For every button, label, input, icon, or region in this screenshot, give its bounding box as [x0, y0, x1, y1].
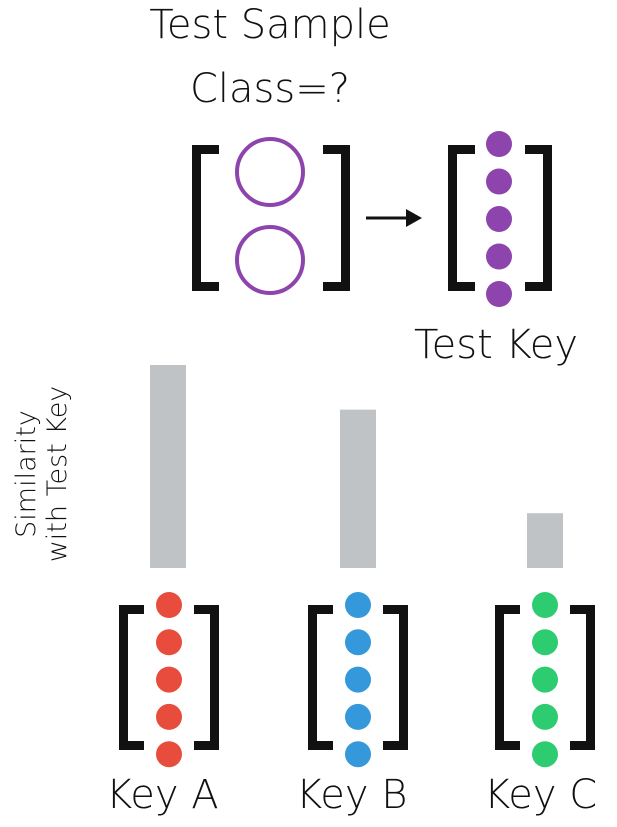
key-b-dot — [345, 629, 371, 656]
key-b-dot — [345, 703, 371, 730]
test-key-left-bracket — [448, 145, 475, 291]
key-b-label: Key B — [296, 772, 408, 818]
key-a-left-bracket — [119, 605, 144, 750]
test-key-dot — [486, 206, 512, 232]
sample-circle — [235, 225, 305, 295]
key-b-left-bracket — [308, 605, 333, 750]
sample-left-bracket — [192, 145, 219, 291]
sample-right-bracket — [323, 145, 350, 291]
key-b-dot — [345, 741, 371, 768]
arrow-icon — [366, 209, 422, 227]
key-a-right-bracket — [194, 605, 219, 750]
similarity-bar — [340, 409, 376, 568]
key-c-dot — [532, 703, 558, 730]
key-a-dot — [156, 666, 182, 693]
key-a-dot — [156, 592, 182, 618]
test-key-dot — [486, 131, 512, 157]
key-a-dot — [156, 703, 182, 730]
key-c-vector — [495, 592, 595, 768]
key-b-vector — [308, 592, 408, 768]
title: Test Sample — [149, 2, 391, 48]
key-a-vector — [119, 592, 219, 768]
key-c-left-bracket — [495, 605, 520, 750]
test-key-dot — [486, 281, 512, 307]
key-b-right-bracket — [383, 605, 408, 750]
key-vectors — [119, 592, 595, 768]
sample-circle — [235, 137, 305, 207]
key-b-dot — [345, 666, 371, 693]
subtitle: Class=? — [190, 66, 350, 112]
test-key-dot — [486, 243, 512, 270]
key-c-dot — [532, 629, 558, 656]
test-key-vector — [448, 131, 552, 307]
test-sample-vector — [192, 137, 350, 295]
test-key-label: Test Key — [414, 322, 579, 368]
key-c-dot — [532, 666, 558, 693]
similarity-bar — [527, 513, 563, 568]
key-a-dot — [156, 741, 182, 768]
key-b-dot — [345, 592, 371, 618]
key-a-label: Key A — [106, 772, 219, 818]
test-key-dot — [486, 168, 512, 195]
key-c-label: Key C — [484, 772, 598, 818]
similarity-bars — [150, 365, 563, 568]
similarity-bar — [150, 365, 186, 568]
key-a-dot — [156, 629, 182, 656]
key-c-dot — [532, 741, 558, 768]
key-c-right-bracket — [570, 605, 595, 750]
key-c-dot — [532, 592, 558, 618]
test-key-right-bracket — [525, 145, 552, 291]
